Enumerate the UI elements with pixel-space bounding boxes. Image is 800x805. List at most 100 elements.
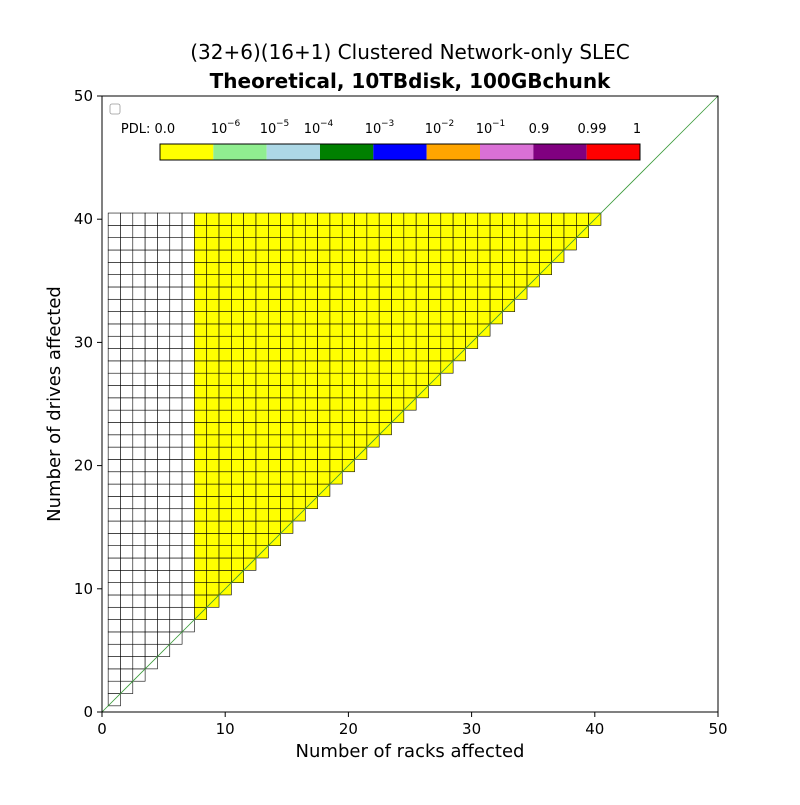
heatmap-cell [391, 286, 405, 300]
heatmap-cell [255, 311, 269, 325]
colorbar-segment [426, 144, 480, 160]
heatmap-cell [391, 360, 405, 374]
heatmap-cell [231, 409, 244, 423]
heatmap-cell [218, 434, 232, 448]
heatmap-cell [452, 311, 466, 325]
colorbar-segment [373, 144, 427, 160]
heatmap-cell [120, 323, 134, 337]
heatmap-cell [329, 422, 343, 436]
heatmap-cell [477, 311, 491, 325]
heatmap-cell [132, 323, 146, 337]
heatmap-cell [169, 508, 183, 522]
heatmap-cell [206, 286, 220, 300]
heatmap-cells [107, 212, 602, 707]
heatmap-cell [292, 286, 306, 300]
heatmap-cell [194, 582, 208, 596]
heatmap-cell [329, 311, 343, 325]
heatmap-cell [132, 619, 146, 633]
heatmap-cell [144, 570, 158, 583]
heatmap-cell [107, 582, 121, 596]
heatmap-cell [304, 237, 318, 251]
heatmap-cell [218, 262, 232, 275]
heatmap-cell [206, 212, 220, 226]
heatmap-cell [391, 212, 405, 226]
heatmap-cell [181, 533, 195, 546]
heatmap-cell [107, 471, 121, 485]
heatmap-cell [194, 483, 208, 497]
x-tick-label: 30 [462, 720, 481, 738]
heatmap-cell [415, 360, 429, 374]
heatmap-cell [107, 262, 121, 275]
heatmap-cell [317, 323, 331, 337]
heatmap-cell [169, 409, 183, 423]
heatmap-cell [268, 212, 281, 226]
heatmap-cell [120, 212, 134, 226]
heatmap-cell [144, 409, 158, 423]
heatmap-cell [341, 446, 355, 460]
heatmap-cell [243, 446, 257, 460]
heatmap-cell [526, 212, 540, 226]
heatmap-cell [268, 434, 281, 448]
heatmap-cell [120, 606, 134, 620]
heatmap-cell [268, 459, 281, 473]
heatmap-cell [280, 508, 294, 522]
heatmap-cell [255, 298, 269, 312]
heatmap-cell [280, 286, 294, 300]
heatmap-cell [366, 385, 380, 399]
heatmap-cell [181, 212, 195, 226]
heatmap-cell [107, 570, 121, 583]
heatmap-cell [231, 335, 244, 349]
colorbar-tick-label: 10 [211, 122, 228, 137]
heatmap-cell [304, 372, 318, 386]
heatmap-cell [280, 409, 294, 423]
heatmap-cell [502, 249, 516, 263]
heatmap-cell [489, 262, 503, 275]
heatmap-cell [292, 274, 306, 288]
heatmap-cell [341, 298, 355, 312]
heatmap-cell [304, 348, 318, 362]
heatmap-cell [206, 496, 220, 510]
heatmap-cell [144, 397, 158, 411]
heatmap-cell [329, 274, 343, 288]
heatmap-cell [255, 212, 269, 226]
colorbar-tick-label: 10 [304, 122, 321, 137]
heatmap-cell [539, 212, 552, 226]
heatmap-cell [107, 348, 121, 362]
heatmap-cell [169, 385, 183, 399]
heatmap-cell [157, 348, 171, 362]
heatmap-cell [378, 311, 392, 325]
heatmap-cell [391, 298, 405, 312]
heatmap-cell [144, 335, 158, 349]
heatmap-cell [489, 286, 503, 300]
heatmap-cell [243, 262, 257, 275]
heatmap-cell [169, 286, 183, 300]
heatmap-cell [366, 397, 380, 411]
heatmap-cell [440, 298, 454, 312]
colorbar-segment [480, 144, 534, 160]
heatmap-cell [440, 311, 454, 325]
heatmap-cell [403, 360, 417, 374]
heatmap-cell [428, 262, 442, 275]
heatmap-cell [218, 385, 232, 399]
heatmap-cell [206, 422, 220, 436]
colorbar-legend: PDL: 0.0 10 −6 10 −5 10 −4 10 −3 10 −2 10 −1 0.9 0.99 1 [109, 103, 641, 161]
heatmap-cell [169, 372, 183, 386]
heatmap-cell [403, 286, 417, 300]
heatmap-cell [415, 225, 429, 238]
heatmap-cell [120, 335, 134, 349]
heatmap-cell [292, 311, 306, 325]
heatmap-cell [514, 212, 528, 226]
heatmap-cell [107, 286, 121, 300]
heatmap-cell [452, 274, 466, 288]
heatmap-cell [292, 471, 306, 485]
heatmap-cell [304, 422, 318, 436]
heatmap-cell [428, 323, 442, 337]
heatmap-cell [206, 298, 220, 312]
heatmap-cell [194, 225, 208, 238]
heatmap-cell [329, 348, 343, 362]
colorbar-segment [213, 144, 267, 160]
heatmap-cell [526, 249, 540, 263]
heatmap-cell [120, 619, 134, 633]
heatmap-cell [181, 434, 195, 448]
heatmap-cell [120, 422, 134, 436]
